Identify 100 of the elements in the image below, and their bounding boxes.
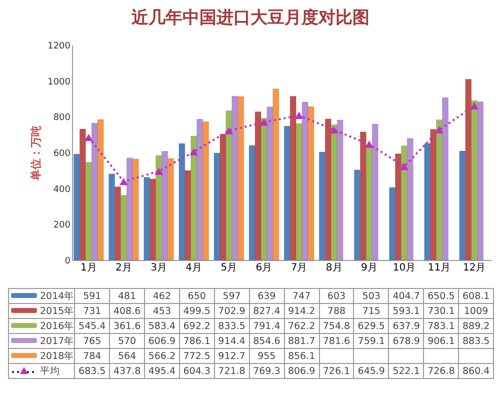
x-tick-label: 12月 xyxy=(462,262,486,274)
data-label: 883.5 xyxy=(458,334,494,348)
data-label: 914.4 xyxy=(214,334,250,348)
data-label: 754.8 xyxy=(319,318,354,334)
data-label: 481 xyxy=(110,288,144,304)
data-label: 603 xyxy=(319,288,354,304)
data-label: 650.5 xyxy=(424,288,459,304)
point xyxy=(294,112,304,120)
data-label: 854.6 xyxy=(249,334,284,348)
data-label: 906.1 xyxy=(424,334,459,348)
data-label: 639 xyxy=(249,288,284,304)
x-tick-label: 2月 xyxy=(116,262,132,274)
chart-title: 近几年中国进口大豆月度对比图 xyxy=(130,7,370,29)
data-label: 604.3 xyxy=(179,364,214,378)
x-tick-label: 10月 xyxy=(392,262,416,274)
data-label: 650 xyxy=(179,288,214,304)
x-tick-label: 6月 xyxy=(256,262,272,274)
point xyxy=(224,127,234,134)
data-label: 361.6 xyxy=(110,318,144,334)
data-label: 522.1 xyxy=(388,364,424,378)
y-tick-label: 200 xyxy=(53,220,71,231)
data-label: 860.4 xyxy=(458,364,494,378)
data-label: 683.5 xyxy=(74,364,110,378)
data-label: 827.4 xyxy=(249,304,284,318)
point xyxy=(364,140,374,148)
data-label: 692.2 xyxy=(179,318,214,334)
point xyxy=(84,134,93,142)
data-label: 786.1 xyxy=(179,334,214,348)
data-label: 645.9 xyxy=(354,364,389,378)
data-label: 495.4 xyxy=(144,364,180,378)
data-label: 914.2 xyxy=(284,304,320,318)
data-label: 762.2 xyxy=(284,318,320,334)
data-label: 769.3 xyxy=(249,364,284,378)
y-tick-label: 1000 xyxy=(48,77,71,88)
data-label: 566.2 xyxy=(144,348,180,364)
data-label: 765 xyxy=(74,334,110,348)
data-label: 726.1 xyxy=(319,364,354,378)
x-tick-label: 5月 xyxy=(220,262,238,274)
data-label: 881.7 xyxy=(284,334,320,348)
data-label: 731 xyxy=(74,304,110,318)
data-label: 730.1 xyxy=(424,304,459,318)
legend-label: 2014年 xyxy=(8,288,75,304)
data-label: 715 xyxy=(354,304,389,318)
data-label: 593.1 xyxy=(388,304,424,318)
legend-label: 2016年 xyxy=(8,318,75,334)
data-label: 772.5 xyxy=(179,348,214,364)
data-label: 408.6 xyxy=(110,304,144,318)
data-label: 637.9 xyxy=(388,318,424,334)
data-label: 564 xyxy=(110,348,144,364)
point xyxy=(330,126,338,134)
data-label: 747 xyxy=(284,288,320,304)
data-label: 583.4 xyxy=(144,318,180,334)
y-tick-label: 400 xyxy=(53,184,71,195)
point xyxy=(154,168,163,175)
y-axis-title: 单位：万吨 xyxy=(30,126,43,182)
data-label: 806.9 xyxy=(284,364,320,378)
data-label: 606.9 xyxy=(144,334,180,348)
data-label: 462 xyxy=(144,288,180,304)
data-label: 856.1 xyxy=(284,348,320,364)
point xyxy=(400,162,408,170)
x-tick-label: 9月 xyxy=(360,262,378,274)
data-label: 678.9 xyxy=(388,334,424,348)
data-label: 759.1 xyxy=(354,334,389,348)
data-label: 791.4 xyxy=(249,318,284,334)
data-label: 721.8 xyxy=(214,364,250,378)
point xyxy=(470,102,479,110)
legend-label: 平均 xyxy=(8,364,75,378)
data-label: 608.1 xyxy=(458,288,494,304)
data-label: 591 xyxy=(74,288,110,304)
data-label: 437.8 xyxy=(110,364,144,378)
x-tick-label: 7月 xyxy=(290,262,308,274)
data-label: 783.1 xyxy=(424,318,459,334)
data-label: 597 xyxy=(214,288,250,304)
y-tick-label: 0 xyxy=(64,256,71,266)
data-label: 545.4 xyxy=(74,318,110,334)
legend-label: 2018年 xyxy=(8,348,75,364)
x-tick-label: 8月 xyxy=(326,262,342,274)
data-label: 726.8 xyxy=(424,364,459,378)
point xyxy=(435,126,444,134)
y-tick-label: 600 xyxy=(53,149,71,159)
point xyxy=(120,178,128,186)
data-label: 702.9 xyxy=(214,304,250,318)
data-label: 629.5 xyxy=(354,318,389,334)
data-label: 503 xyxy=(354,288,389,304)
data-label: 781.6 xyxy=(319,334,354,348)
data-label: 570 xyxy=(110,334,144,348)
data-label: 912.7 xyxy=(214,348,250,364)
data-label: 955 xyxy=(249,348,284,364)
x-tick-label: 11月 xyxy=(428,262,451,274)
data-label: 453 xyxy=(144,304,180,318)
data-label: 1009 xyxy=(458,304,494,318)
point xyxy=(260,118,268,126)
data-label: 788 xyxy=(319,304,354,318)
x-tick-label: 1月 xyxy=(80,262,97,274)
x-tick-label: 3月 xyxy=(150,262,167,274)
legend-label: 2015年 xyxy=(8,304,75,318)
data-label: 499.5 xyxy=(179,304,214,318)
legend-label: 2017年 xyxy=(8,334,75,348)
point xyxy=(190,148,198,156)
y-tick-label: 1200 xyxy=(48,42,71,52)
